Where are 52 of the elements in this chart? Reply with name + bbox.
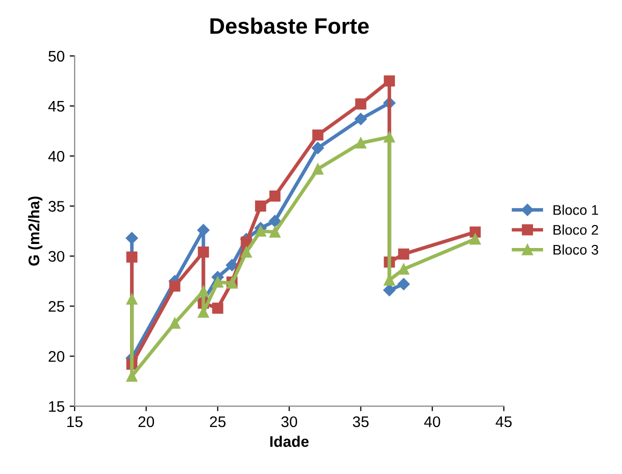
point: [255, 200, 266, 212]
point: [240, 246, 252, 258]
point: [197, 224, 210, 236]
point: [126, 294, 138, 305]
y-tick-label: 30: [48, 250, 64, 262]
legend-label: Bloco 1: [554, 204, 598, 215]
y-tick-label: 25: [48, 301, 64, 312]
y-tick-label: 40: [48, 150, 64, 162]
point: [470, 234, 481, 245]
point: [269, 226, 280, 238]
point: [169, 280, 180, 292]
point: [355, 98, 366, 110]
chart-title: Desbaste Forte: [210, 18, 369, 34]
point: [384, 131, 395, 143]
point: [268, 214, 282, 228]
x-tick-label: 40: [424, 416, 440, 428]
y-tick-label: 45: [48, 101, 64, 112]
point: [312, 163, 324, 175]
point: [226, 259, 238, 272]
y-axis-title: G (m2/ha): [28, 196, 42, 266]
point: [355, 137, 366, 149]
y-tick-label: 35: [48, 200, 64, 212]
point: [198, 246, 209, 258]
point: [398, 248, 410, 260]
point: [398, 278, 410, 290]
point: [354, 112, 367, 126]
point: [212, 276, 224, 288]
x-axis-title: Idade: [270, 436, 309, 447]
point: [198, 286, 209, 297]
point: [212, 302, 224, 314]
point: [383, 284, 396, 296]
point: [269, 190, 280, 202]
point: [384, 75, 395, 87]
x-tick-label: 15: [67, 416, 82, 428]
point: [126, 252, 138, 263]
x-tick-label: 20: [138, 416, 154, 428]
point: [126, 232, 138, 244]
point: [312, 129, 324, 141]
legend-label: Bloco 2: [554, 224, 598, 235]
point: [398, 264, 410, 275]
x-tick-label: 25: [210, 416, 226, 428]
y-tick-label: 20: [48, 351, 64, 362]
x-tick-label: 35: [352, 416, 369, 428]
y-tick-label: 15: [49, 401, 64, 412]
point: [312, 142, 324, 154]
x-tick-label: 30: [281, 416, 298, 428]
point: [169, 318, 180, 329]
x-tick-label: 45: [496, 416, 512, 428]
y-tick-label: 50: [48, 50, 64, 62]
point: [255, 226, 266, 237]
point: [470, 226, 481, 238]
legend-label: Bloco 3: [554, 244, 598, 255]
